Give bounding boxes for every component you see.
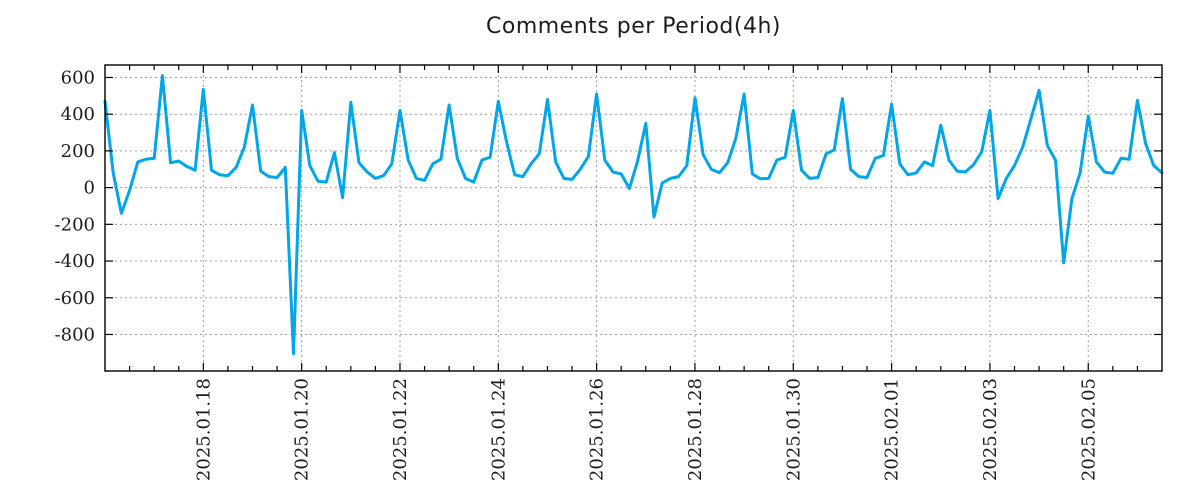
y-tick-label: -800 xyxy=(55,324,95,345)
y-tick-label: -200 xyxy=(55,214,95,235)
x-tick-label: 2025.01.22 xyxy=(390,378,411,481)
x-tick-label: 2025.02.03 xyxy=(980,378,1001,481)
x-tick-label: 2025.01.24 xyxy=(488,378,509,481)
y-tick-label: 200 xyxy=(61,141,95,162)
x-tick-label: 2025.01.30 xyxy=(783,378,804,481)
x-tick-label: 2025.02.05 xyxy=(1078,378,1099,481)
series-group xyxy=(103,74,1164,356)
axis-ticks xyxy=(105,65,1162,371)
series-line xyxy=(103,74,1164,356)
y-tick-label: 600 xyxy=(61,67,95,88)
x-tick-label: 2025.02.01 xyxy=(882,378,903,481)
y-tick-label: 0 xyxy=(84,178,95,199)
x-tick-label: 2025.01.18 xyxy=(193,378,214,481)
y-tick-label: -600 xyxy=(55,288,95,309)
plot-border-group xyxy=(104,64,1163,372)
y-tick-label: 400 xyxy=(61,104,95,125)
x-tick-label: 2025.01.20 xyxy=(292,378,313,481)
x-tick-label: 2025.01.26 xyxy=(587,378,608,481)
gridlines xyxy=(105,65,1162,371)
plot-border xyxy=(104,64,1163,372)
y-tick-label: -400 xyxy=(55,251,95,272)
chart-title: Comments per Period(4h) xyxy=(486,14,781,39)
axis-labels: 600 400 200 0 -200 -400 -600 -800 2025.01.18 2025… xyxy=(55,67,1100,481)
x-tick-label: 2025.01.28 xyxy=(685,378,706,481)
